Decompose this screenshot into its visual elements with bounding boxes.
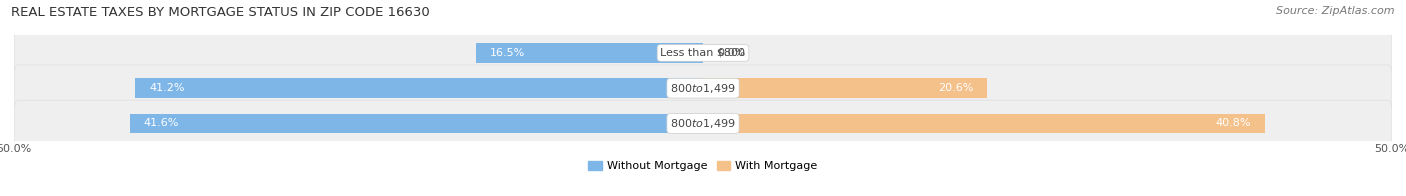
Bar xyxy=(135,78,703,98)
Text: 0.0%: 0.0% xyxy=(717,48,745,58)
Legend: Without Mortgage, With Mortgage: Without Mortgage, With Mortgage xyxy=(583,156,823,176)
Bar xyxy=(475,43,703,63)
Text: 41.2%: 41.2% xyxy=(149,83,184,93)
Text: $800 to $1,499: $800 to $1,499 xyxy=(671,82,735,95)
Text: 40.8%: 40.8% xyxy=(1216,118,1251,129)
Bar xyxy=(129,113,703,133)
FancyBboxPatch shape xyxy=(14,65,1392,112)
Text: 41.6%: 41.6% xyxy=(143,118,179,129)
Text: Source: ZipAtlas.com: Source: ZipAtlas.com xyxy=(1277,6,1395,16)
Text: 16.5%: 16.5% xyxy=(489,48,524,58)
Text: $800 to $1,499: $800 to $1,499 xyxy=(671,117,735,130)
Text: Less than $800: Less than $800 xyxy=(661,48,745,58)
Bar xyxy=(703,113,1265,133)
FancyBboxPatch shape xyxy=(14,30,1392,76)
FancyBboxPatch shape xyxy=(14,100,1392,147)
Text: REAL ESTATE TAXES BY MORTGAGE STATUS IN ZIP CODE 16630: REAL ESTATE TAXES BY MORTGAGE STATUS IN … xyxy=(11,6,430,19)
Bar xyxy=(703,78,987,98)
Text: 20.6%: 20.6% xyxy=(938,83,973,93)
